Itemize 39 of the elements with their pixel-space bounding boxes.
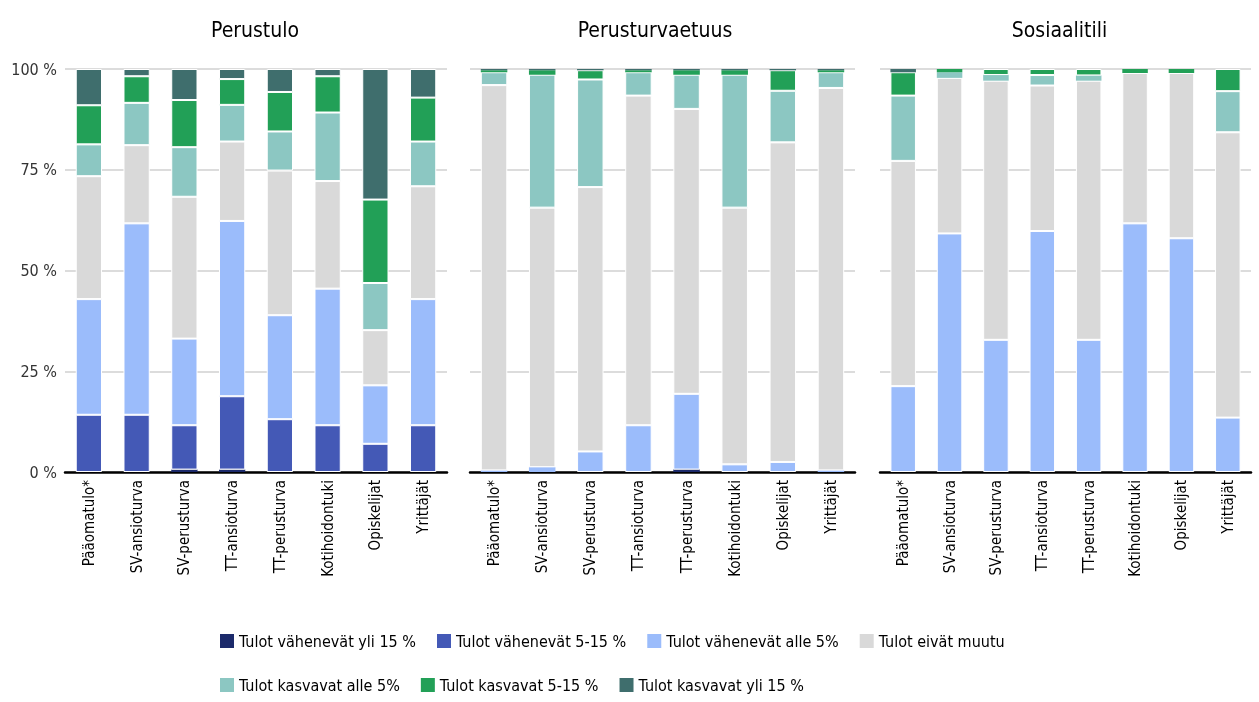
x-tick-label: Kotihoidontuki [318, 480, 337, 577]
x-tick-label: Yrittäjät [414, 480, 433, 535]
x-tick-label: Kotihoidontuki [1126, 480, 1145, 577]
x-tick-label: Opiskelijat [1172, 480, 1191, 551]
legend-label: Tulot eivät muutu [877, 631, 1005, 651]
legend-label: Tulot vähenevät 5-15 % [455, 631, 627, 651]
x-tick-label: SV-perusturva [581, 480, 600, 576]
x-tick-label: Opiskelijat [366, 480, 385, 551]
x-tick-label: Yrittäjät [1218, 480, 1237, 535]
x-tick-label: TT-perusturva [1079, 480, 1098, 575]
x-tick-label: TT-perusturva [677, 480, 696, 575]
chart-title: Sosiaalitili [1011, 17, 1108, 42]
y-tick-label: 75 % [20, 160, 57, 180]
y-tick-label: 50 % [20, 261, 57, 280]
legend-label: Tulot kasvavat yli 15 % [637, 675, 804, 695]
x-tick-label: Pääomatulo* [894, 479, 913, 567]
x-tick-label: SV-perusturva [986, 480, 1005, 576]
legend-label: Tulot kasvavat alle 5% [238, 675, 400, 695]
legend-label: Tulot kasvavat 5-15 % [438, 675, 599, 695]
x-tick-label: TT-ansioturva [223, 480, 242, 573]
legend-label: Tulot vähenevät alle 5% [665, 631, 839, 651]
x-tick-label: TT-ansioturva [629, 480, 648, 573]
x-tick-label: SV-perusturva [175, 480, 194, 576]
y-tick-label: 0 % [29, 462, 57, 482]
x-tick-label: TT-ansioturva [1033, 480, 1052, 573]
x-tick-label: Yrittäjät [821, 480, 840, 535]
x-tick-label: Pääomatulo* [485, 479, 504, 567]
chart-title: Perustulo [210, 17, 300, 42]
x-tick-label: SV-ansioturva [127, 480, 146, 574]
x-tick-label: SV-ansioturva [940, 480, 959, 574]
x-tick-label: Opiskelijat [773, 480, 792, 551]
x-tick-label: TT-perusturva [270, 480, 289, 575]
chart-title: Perusturvaetuus [577, 17, 733, 42]
x-tick-label: SV-ansioturva [533, 480, 552, 574]
y-tick-label: 25 % [20, 361, 57, 381]
x-tick-label: Pääomatulo* [79, 479, 98, 567]
y-tick-label: 100 % [11, 59, 57, 79]
x-tick-label: Kotihoidontuki [725, 480, 744, 577]
legend-label: Tulot vähenevät yli 15 % [238, 631, 416, 651]
